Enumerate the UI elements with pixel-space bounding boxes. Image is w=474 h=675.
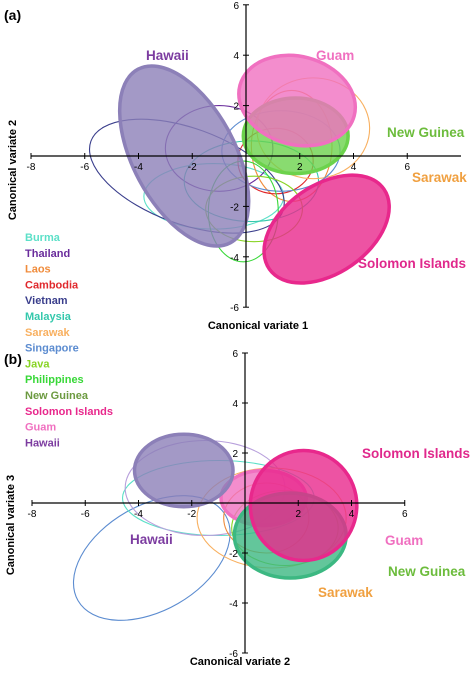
panel-b-label-sarawak: Sarawak (318, 585, 373, 600)
panel-b-y-tick-label: 4 (232, 399, 238, 410)
panel-a-y-tick-label: -2 (230, 202, 239, 213)
panel-b-label-solomon-islands: Solomon Islands (362, 446, 470, 461)
panel-a-x-tick-label: -8 (27, 162, 36, 173)
panel-a-ellipse-solomon-islands (262, 173, 391, 285)
panel-b-y-tick-label: 6 (232, 349, 238, 360)
panel-a-y-axis-title: Canonical variate 2 (7, 120, 19, 220)
panel-a-x-tick-label: -2 (188, 162, 197, 173)
legend-entry-guam: Guam (25, 422, 56, 434)
legend-entry-vietnam: Vietnam (25, 295, 68, 307)
panel-b-x-tick-label: -6 (81, 509, 90, 520)
panel-b-x-axis-title: Canonical variate 2 (190, 656, 290, 668)
panel-b-x-tick-label: -2 (187, 509, 196, 520)
panel-b-label: (b) (4, 351, 22, 367)
panel-a-ellipses (88, 53, 391, 285)
panel-a-x-tick-label: 4 (351, 162, 357, 173)
legend-entry-new-guinea: New Guinea (25, 390, 89, 402)
panel-b-ellipse-vietnam (72, 495, 231, 621)
panel-b-ellipses (72, 432, 359, 621)
panel-b-x-tick-label: 6 (402, 509, 408, 520)
legend-entry-laos: Laos (25, 264, 51, 276)
panel-a-y-tick-label: -6 (230, 303, 239, 314)
legend-entry-sarawak: Sarawak (25, 327, 71, 339)
panel-a-label: (a) (4, 7, 21, 23)
panel-b-y-tick-label: 2 (232, 449, 238, 460)
legend-entry-cambodia: Cambodia (25, 279, 79, 291)
panel-b-label-new-guinea: New Guinea (388, 564, 466, 579)
panel-a: (a) -8 -6 -4 -2 2 4 6 -6 -4 -2 2 4 6 Canonical varia… (4, 1, 467, 450)
panel-a-y-tick-label: -4 (230, 253, 239, 264)
panel-a-label-solomon-islands: Solomon Islands (358, 256, 466, 271)
panel-a-axes (30, 4, 461, 308)
panel-a-x-tick-label: -4 (134, 162, 143, 173)
legend-entry-thailand: Thailand (25, 248, 70, 260)
panel-b-x-tick-label: 2 (295, 509, 301, 520)
panel-a-label-hawaii: Hawaii (146, 48, 189, 63)
panel-b-y-axis-title: Canonical variate 3 (5, 475, 17, 575)
legend-entry-hawaii: Hawaii (25, 437, 60, 449)
panel-b-label-guam: Guam (385, 533, 423, 548)
panel-b-label-hawaii: Hawaii (130, 532, 173, 547)
panel-a-label-guam: Guam (316, 48, 354, 63)
panel-a-x-tick-label: -6 (80, 162, 89, 173)
panel-b-tick-labels: -8 -6 -4 -2 2 4 6 -6 -4 -2 2 4 6 (28, 349, 408, 660)
panel-a-y-tick-label: 4 (233, 51, 239, 62)
panel-b-axes (31, 352, 406, 654)
panel-a-y-tick-label: 2 (233, 102, 239, 113)
legend-entry-java: Java (25, 358, 50, 370)
panel-a-x-tick-label: 6 (404, 162, 410, 173)
panel-a-label-sarawak: Sarawak (412, 170, 467, 185)
panel-b-y-tick-label: -2 (229, 549, 238, 560)
panel-a-tick-labels: -8 -6 -4 -2 2 4 6 -6 -4 -2 2 4 6 (27, 1, 411, 314)
panel-b-ellipse-solomon-islands (248, 448, 359, 563)
legend-entry-singapore: Singapore (25, 343, 79, 355)
panel-a-label-new-guinea: New Guinea (387, 125, 465, 140)
legend-entry-solomon-islands: Solomon Islands (25, 406, 113, 418)
panel-b-y-tick-label: -6 (229, 649, 238, 660)
panel-b-ellipse-hawaii (132, 432, 235, 509)
panel-a-x-tick-label: 2 (297, 162, 303, 173)
panel-a-y-tick-label: 6 (233, 1, 239, 12)
panel-b-x-tick-label: 4 (349, 509, 355, 520)
panel-b: (b) -8 -6 -4 -2 2 4 6 -6 -4 -2 2 4 6 Canonical varia… (4, 349, 470, 668)
panel-b-y-tick-label: -4 (229, 599, 238, 610)
panel-a-x-axis-title: Canonical variate 1 (208, 320, 308, 332)
panel-a-ellipse-guam (237, 53, 358, 148)
legend-entry-philippines: Philippines (25, 374, 84, 386)
legend-entry-burma: Burma (25, 232, 61, 244)
panel-a-legend: Burma Thailand Laos Cambodia Vietnam Malaysia… (25, 232, 113, 449)
panel-b-x-tick-label: -4 (134, 509, 143, 520)
panel-b-x-tick-label: -8 (28, 509, 37, 520)
legend-entry-malaysia: Malaysia (25, 311, 72, 323)
